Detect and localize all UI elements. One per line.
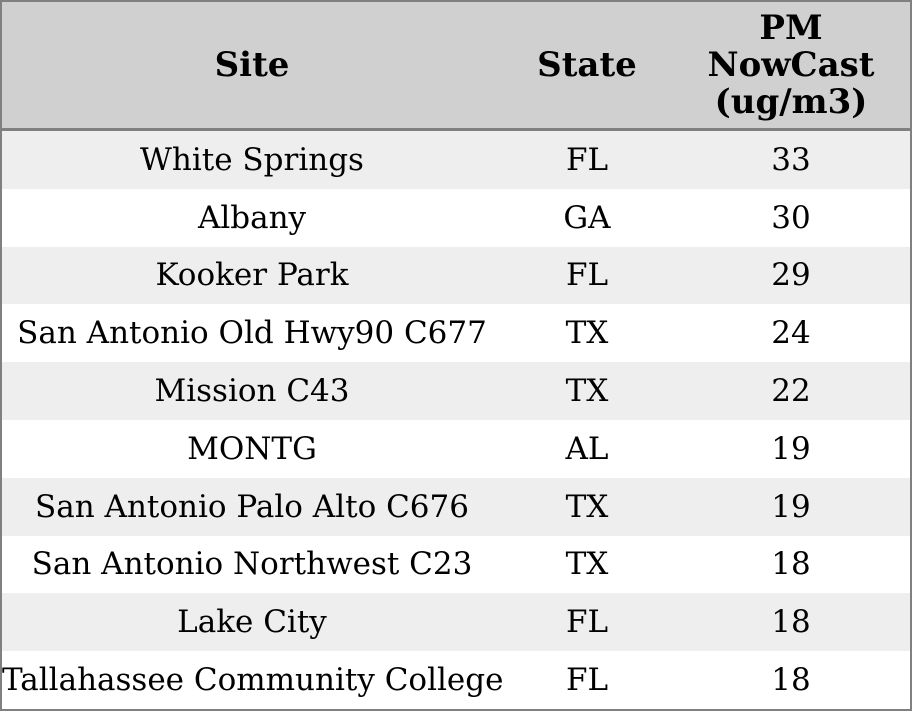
state-cell: TX	[565, 373, 609, 410]
site-cell: White Springs	[140, 141, 364, 178]
col-header-site: Site	[2, 2, 502, 131]
state-cell: TX	[565, 546, 609, 583]
table-row: Lake City FL 18	[2, 593, 910, 652]
pm-value-cell: 24	[771, 315, 811, 352]
state-cell: AL	[565, 430, 609, 467]
table-row: MONTG AL 19	[2, 419, 910, 478]
table-row: San Antonio Old Hwy90 C677 TX 24	[2, 304, 910, 363]
col-header-pm-nowcast: PM NowCast (ug/m3)	[672, 2, 910, 131]
pm-value-cell: 18	[771, 546, 811, 583]
pm-value-cell: 19	[771, 430, 811, 467]
state-cell: GA	[563, 199, 611, 236]
site-cell: Albany	[197, 199, 307, 236]
site-cell: MONTG	[187, 430, 317, 467]
site-cell: Mission C43	[154, 373, 350, 410]
state-cell: FL	[565, 141, 609, 178]
table-row: Mission C43 TX 22	[2, 362, 910, 420]
table-row: Albany GA 30	[2, 188, 910, 247]
site-cell: Lake City	[177, 604, 327, 641]
header-row: Site State PM NowCast (ug/m3)	[2, 2, 910, 131]
pm-value-cell: 19	[771, 488, 811, 525]
site-cell: San Antonio Old Hwy90 C677	[17, 315, 487, 352]
state-cell: FL	[565, 604, 609, 641]
site-cell: Tallahassee Community College	[2, 662, 502, 699]
table-body: White Springs FL 33 Albany GA 30 Kooker …	[2, 131, 910, 709]
table-row: White Springs FL 33	[2, 131, 910, 189]
table-header: Site State PM NowCast (ug/m3)	[2, 2, 910, 131]
pm-value-cell: 18	[771, 604, 811, 641]
site-cell: San Antonio Northwest C23	[31, 546, 473, 583]
pm-value-cell: 33	[771, 141, 811, 178]
site-cell: Kooker Park	[155, 257, 349, 294]
col-header-state: State	[502, 2, 672, 131]
table-row: San Antonio Palo Alto C676 TX 19	[2, 477, 910, 536]
table-row: Tallahassee Community College FL 18	[2, 651, 910, 709]
state-cell: TX	[565, 488, 609, 525]
state-cell: FL	[565, 257, 609, 294]
table-row: San Antonio Northwest C23 TX 18	[2, 535, 910, 594]
pm-value-cell: 22	[771, 373, 811, 410]
table-row: Kooker Park FL 29	[2, 246, 910, 305]
state-cell: FL	[565, 662, 609, 699]
state-cell: TX	[565, 315, 609, 352]
pm-value-cell: 30	[771, 199, 811, 236]
pm-value-cell: 18	[771, 662, 811, 699]
site-cell: San Antonio Palo Alto C676	[35, 488, 469, 525]
pm-value-cell: 29	[771, 257, 811, 294]
